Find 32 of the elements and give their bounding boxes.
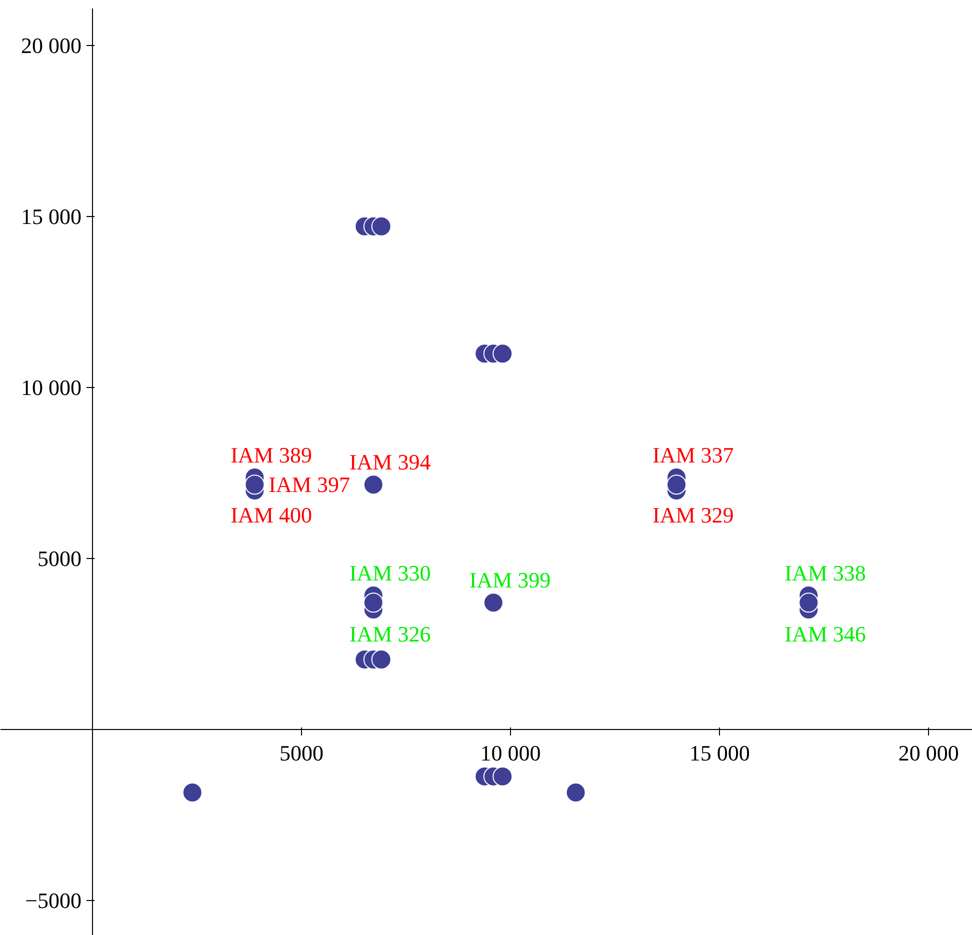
point [566, 782, 586, 802]
point [492, 344, 513, 364]
point [798, 592, 819, 613]
data-label: IAM 394 [349, 450, 431, 475]
x-tick-label: 10 000 [480, 740, 541, 766]
point [483, 592, 504, 613]
y-tick-label: −5000 [25, 888, 82, 914]
x-tick-label: 5000 [280, 740, 324, 766]
point [371, 216, 392, 236]
point [244, 474, 265, 495]
x-tick-label: 20 000 [898, 740, 959, 766]
data-label: IAM 397 [268, 472, 350, 498]
data-label: IAM 389 [230, 442, 312, 468]
x-tick-label: 15 000 [689, 740, 750, 766]
y-tick-label: 5000 [37, 546, 82, 572]
point [182, 782, 202, 802]
data-label: IAM 337 [652, 442, 734, 468]
point [371, 649, 392, 670]
data-label: IAM 330 [349, 560, 431, 586]
data-label: IAM 399 [469, 568, 551, 593]
data-label: IAM 346 [784, 622, 866, 647]
data-label: IAM 338 [784, 560, 866, 586]
data-label: IAM 326 [349, 622, 431, 647]
y-tick-label: 10 000 [20, 375, 82, 400]
y-tick-label: 20 000 [20, 32, 82, 58]
y-tick-label: 15 000 [20, 204, 82, 229]
point [666, 474, 687, 495]
data-label: IAM 400 [230, 502, 312, 528]
point [363, 474, 384, 495]
data-label: IAM 329 [652, 502, 734, 528]
point [363, 592, 384, 613]
point [492, 766, 513, 786]
